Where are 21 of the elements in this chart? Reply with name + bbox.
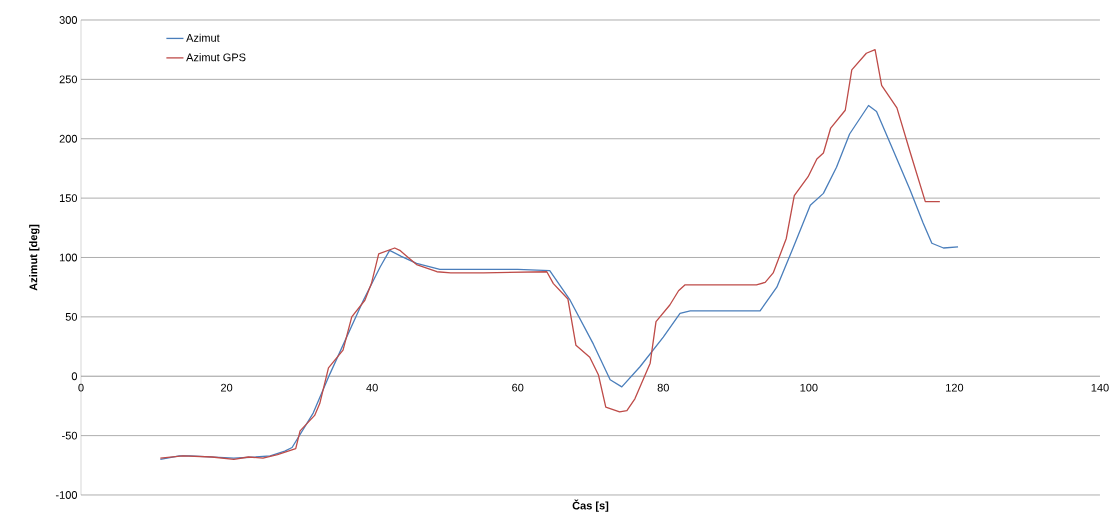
y-tick-label: 50 — [65, 312, 78, 321]
y-tick-label: 0 — [71, 372, 78, 381]
y-tick-label: -50 — [62, 431, 78, 440]
x-tick-label: 0 — [78, 383, 84, 392]
x-tick-label: 140 — [1091, 383, 1109, 392]
x-tick-label: 60 — [512, 383, 524, 392]
x-tick-label: 40 — [366, 383, 378, 392]
x-tick-label: 120 — [946, 383, 964, 392]
legend-label: Azimut — [186, 33, 220, 42]
y-axis-title: Azimut [deg] — [29, 224, 40, 291]
legend-label: Azimut GPS — [186, 53, 246, 62]
x-tick-label: 80 — [657, 383, 669, 392]
y-tick-label: -100 — [55, 491, 78, 499]
y-tick-label: 250 — [59, 75, 78, 84]
y-tick-label: 200 — [59, 134, 78, 143]
x-axis-title: Čas [s] — [572, 499, 609, 512]
y-tick-label: 100 — [59, 253, 78, 262]
y-tick-label: 300 — [59, 16, 78, 24]
x-tick-label: 100 — [800, 383, 818, 392]
y-tick-label: 150 — [59, 194, 78, 203]
x-tick-label: 20 — [221, 383, 233, 392]
